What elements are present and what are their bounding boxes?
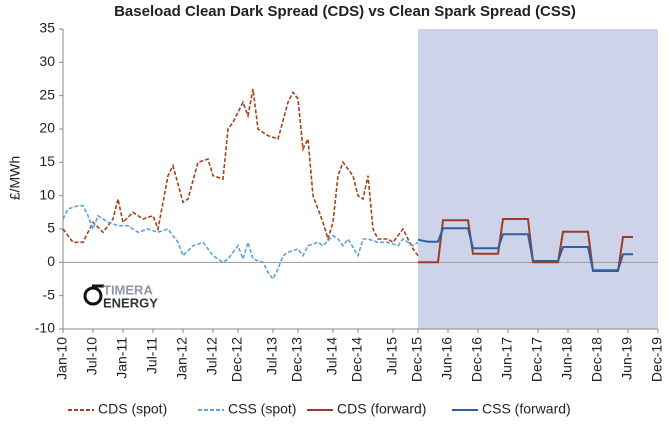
- y-axis-label: £/MWh: [7, 156, 23, 200]
- logo-mark: [83, 286, 103, 306]
- y-tick-label: 15: [39, 153, 55, 169]
- x-tick-label: Jun-18: [559, 337, 575, 380]
- x-tick-label: Jan-11: [114, 337, 130, 379]
- x-tick-label: Jun-19: [619, 337, 635, 380]
- logo-text: TIMERA: [103, 282, 153, 297]
- y-tick-label: 30: [39, 53, 55, 69]
- x-tick-label: Dec-16: [469, 337, 485, 382]
- x-tick-label: Jul-10: [84, 337, 100, 375]
- legend-label: CDS (forward): [337, 401, 426, 417]
- series-line: [417, 227, 633, 272]
- legend-label: CSS (forward): [482, 401, 571, 417]
- y-tick-label: -10: [35, 320, 55, 336]
- x-tick-label: Dec-12: [229, 337, 245, 382]
- x-tick-label: Jul-11: [144, 337, 160, 374]
- y-tick-label: 5: [47, 220, 55, 236]
- y-tick-label: 35: [39, 20, 55, 36]
- x-tick-label: Jul-13: [264, 337, 280, 375]
- y-tick-label: 10: [39, 186, 55, 202]
- x-tick-label: Jan-10: [54, 337, 70, 380]
- x-tick-label: Dec-13: [289, 337, 305, 382]
- y-tick-label: 25: [39, 86, 55, 102]
- x-tick-label: Dec-14: [349, 337, 365, 382]
- legend-label: CDS (spot): [98, 401, 167, 417]
- chart-title: Baseload Clean Dark Spread (CDS) vs Clea…: [114, 3, 576, 20]
- y-tick-label: 20: [39, 120, 55, 136]
- x-tick-label: Dec-15: [409, 337, 425, 382]
- x-tick-label: Dec-17: [529, 337, 545, 382]
- x-tick-label: Dec-18: [589, 337, 605, 382]
- y-tick-label: 0: [47, 253, 55, 269]
- x-tick-label: Dec-19: [649, 337, 665, 382]
- x-tick-label: Jun-17: [499, 337, 515, 380]
- x-tick-label: Jul-14: [324, 337, 340, 375]
- x-tick-label: Jul-12: [204, 337, 220, 375]
- series-line: [62, 204, 419, 281]
- legend-label: CSS (spot): [228, 401, 296, 417]
- logo-text: ENERGY: [103, 295, 158, 310]
- x-tick-label: Jan-12: [174, 337, 190, 380]
- series-line: [62, 88, 419, 257]
- x-tick-label: Jul-15: [384, 337, 400, 375]
- forecast-region: [418, 29, 658, 329]
- y-tick-label: -5: [43, 286, 56, 302]
- x-tick-label: Jun-16: [439, 337, 455, 380]
